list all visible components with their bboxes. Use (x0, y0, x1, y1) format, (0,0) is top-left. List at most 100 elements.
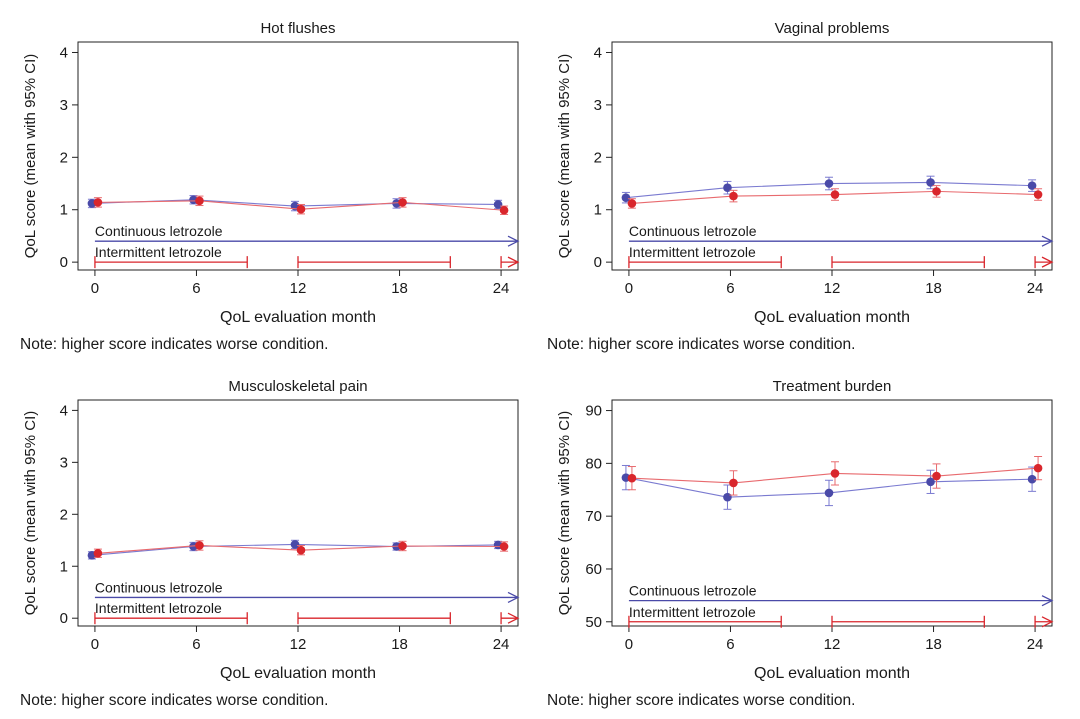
intermittent-arrow-head (507, 612, 520, 624)
x-tick-label: 18 (391, 280, 408, 297)
chart-panel-treatment-burden: Treatment burden 50 60 70 80 90 0 6 12 18 24 QoL ev… (547, 378, 1054, 709)
x-tick-label: 12 (824, 280, 841, 297)
chart-note: Note: higher score indicates worse condi… (20, 692, 328, 709)
data-point-intermittent (195, 196, 204, 206)
x-axis-label: QoL evaluation month (754, 309, 910, 326)
continuous-letrozole-label: Continuous letrozole (629, 223, 757, 239)
y-tick-label: 3 (594, 97, 602, 114)
x-tick-label: 18 (391, 636, 408, 653)
data-point-continuous (824, 488, 834, 498)
intermittent-letrozole-label: Intermittent letrozole (95, 600, 222, 616)
data-point-intermittent (1033, 463, 1043, 473)
data-point-intermittent (296, 545, 306, 555)
y-tick-label: 1 (60, 202, 68, 219)
x-tick-label: 24 (493, 636, 510, 653)
data-point-intermittent (729, 478, 738, 488)
chart-title: Vaginal problems (775, 20, 890, 37)
y-axis-label: QoL score (mean with 95% CI) (22, 54, 39, 259)
y-axis-label: QoL score (mean with 95% CI) (556, 411, 573, 616)
data-point-intermittent (93, 548, 103, 558)
data-point-intermittent (195, 541, 204, 550)
x-tick-label: 24 (1027, 280, 1044, 297)
data-point-intermittent (627, 473, 637, 483)
x-tick-label: 24 (493, 280, 510, 297)
data-point-continuous (723, 492, 732, 502)
continuous-arrow-head (507, 235, 520, 247)
intermittent-arrow-head (1041, 616, 1054, 628)
x-axis-label: QoL evaluation month (220, 665, 376, 682)
intermittent-arrow-head (507, 256, 520, 268)
intermittent-letrozole-label: Intermittent letrozole (95, 244, 222, 260)
data-point-continuous (1027, 474, 1037, 484)
x-tick-label: 18 (925, 636, 942, 653)
data-point-continuous (1027, 181, 1037, 190)
x-tick-label: 6 (726, 636, 734, 653)
chart-note: Note: higher score indicates worse condi… (20, 336, 328, 353)
y-axis-label: QoL score (mean with 95% CI) (556, 54, 573, 259)
x-tick-label: 0 (625, 636, 633, 653)
x-tick-label: 6 (192, 280, 200, 297)
data-point-continuous (926, 178, 935, 187)
data-point-continuous (824, 179, 834, 188)
data-point-intermittent (729, 191, 738, 201)
data-point-intermittent (93, 198, 103, 207)
data-point-continuous (621, 193, 631, 202)
y-tick-label: 50 (585, 614, 602, 631)
x-tick-label: 0 (91, 280, 99, 297)
data-point-intermittent (932, 471, 941, 481)
x-tick-label: 0 (625, 280, 633, 297)
x-axis-label: QoL evaluation month (754, 665, 910, 682)
continuous-arrow-head (1041, 595, 1054, 607)
data-point-intermittent (296, 204, 306, 214)
chart-title: Musculoskeletal pain (228, 378, 367, 395)
y-tick-label: 2 (60, 506, 68, 523)
intermittent-letrozole-label: Intermittent letrozole (629, 244, 756, 260)
y-tick-label: 2 (60, 149, 68, 166)
x-tick-label: 6 (192, 636, 200, 653)
y-tick-label: 1 (60, 558, 68, 575)
y-tick-label: 70 (585, 508, 602, 525)
x-tick-label: 24 (1027, 636, 1044, 653)
chart-title: Hot flushes (260, 20, 335, 37)
x-tick-label: 6 (726, 280, 734, 297)
chart-note: Note: higher score indicates worse condi… (547, 336, 855, 353)
y-tick-label: 0 (60, 610, 68, 627)
y-tick-label: 0 (60, 254, 68, 271)
data-point-intermittent (932, 187, 941, 196)
data-point-continuous (493, 200, 503, 209)
y-tick-label: 4 (60, 402, 68, 419)
x-tick-label: 12 (290, 636, 307, 653)
y-tick-label: 3 (60, 454, 68, 471)
chart-title: Treatment burden (773, 378, 892, 395)
y-tick-label: 2 (594, 149, 602, 166)
y-tick-label: 4 (594, 44, 602, 61)
data-point-intermittent (1033, 190, 1043, 199)
continuous-arrow-head (1041, 235, 1054, 247)
continuous-letrozole-label: Continuous letrozole (95, 579, 223, 595)
y-axis-label: QoL score (mean with 95% CI) (22, 411, 39, 616)
continuous-letrozole-label: Continuous letrozole (95, 223, 223, 239)
data-point-intermittent (830, 190, 840, 199)
y-tick-label: 0 (594, 254, 602, 271)
data-point-continuous (926, 477, 935, 487)
x-axis-label: QoL evaluation month (220, 309, 376, 326)
x-tick-label: 12 (824, 636, 841, 653)
data-point-continuous (290, 540, 300, 549)
data-point-intermittent (627, 199, 637, 208)
data-point-intermittent (398, 198, 407, 207)
y-tick-label: 60 (585, 561, 602, 578)
chart-note: Note: higher score indicates worse condi… (547, 692, 855, 709)
data-point-intermittent (398, 541, 407, 551)
y-tick-label: 80 (585, 455, 602, 472)
x-tick-label: 0 (91, 636, 99, 653)
x-tick-label: 12 (290, 280, 307, 297)
data-point-intermittent (499, 542, 509, 551)
y-tick-label: 90 (585, 403, 602, 420)
intermittent-letrozole-label: Intermittent letrozole (629, 604, 756, 620)
data-point-intermittent (830, 469, 840, 478)
intermittent-arrow-head (1041, 256, 1054, 268)
